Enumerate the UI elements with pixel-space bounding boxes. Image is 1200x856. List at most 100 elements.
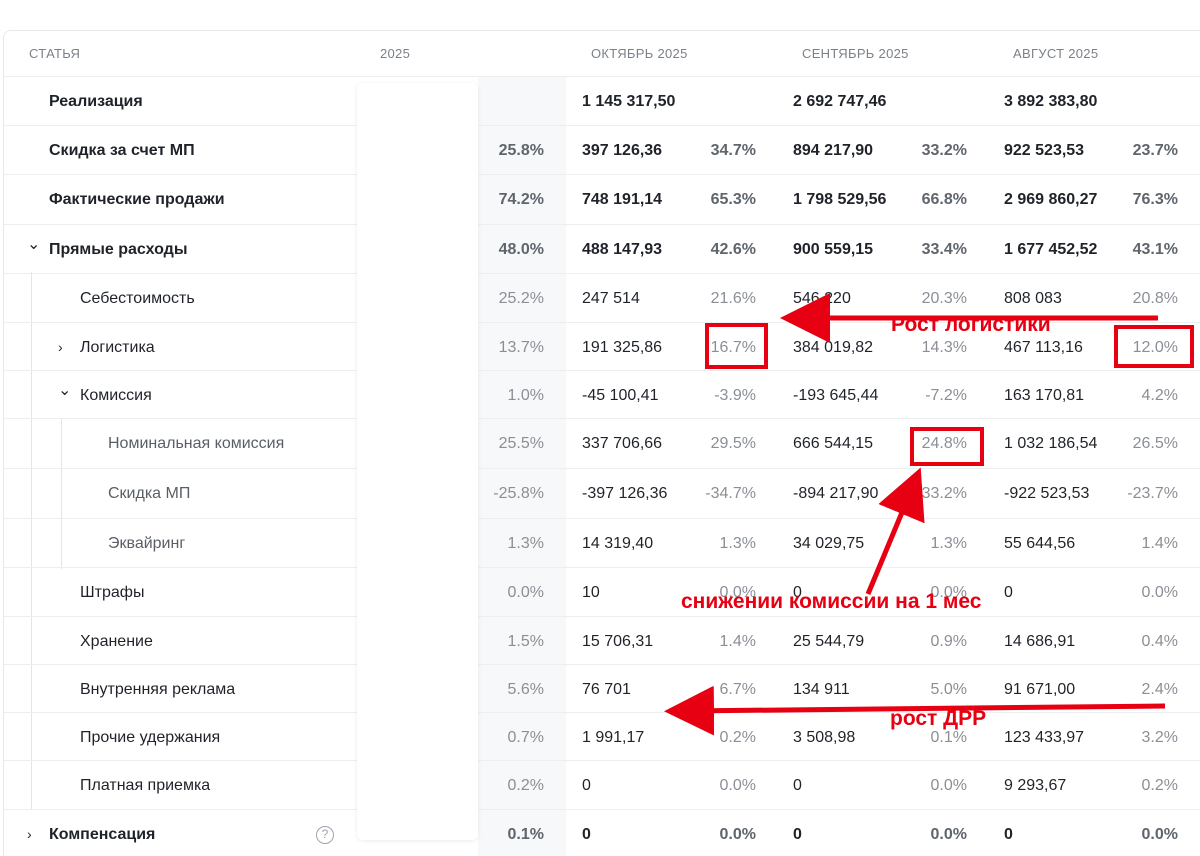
sep-value: 1 798 529,56 bbox=[793, 191, 887, 208]
table-row[interactable]: Реализация 1 145 317,50 2 692 747,46 3 892 … bbox=[3, 77, 1200, 126]
sep-value: 666 544,15 bbox=[793, 435, 874, 452]
table-row[interactable]: Внутренняя реклама 5.6% 76 701 6.7% 134 911 5… bbox=[3, 665, 1200, 713]
table-row[interactable]: ⌄ Комиссия 1.0% -45 100,41 -3.9% -193 645,44 -… bbox=[3, 371, 1200, 419]
header-divider bbox=[3, 76, 1200, 77]
oct-value: 488 147,93 bbox=[582, 241, 663, 258]
chevron-right-icon[interactable]: › bbox=[27, 826, 32, 842]
table-row[interactable]: ⌄ Прямые расходы 48.0% 488 147,93 42.6% 900 5… bbox=[3, 225, 1200, 274]
sep-value: 2 692 747,46 bbox=[793, 93, 887, 110]
aug-pct: 0.0% bbox=[1141, 584, 1178, 601]
oct-pct: -34.7% bbox=[705, 485, 756, 502]
overlay-card bbox=[357, 83, 478, 840]
oct-pct: -3.9% bbox=[714, 387, 756, 404]
annotation-logistics: Рост логистики bbox=[891, 313, 1051, 336]
oct-value: -45 100,41 bbox=[582, 387, 659, 404]
table-row[interactable]: › Логистика 13.7% 191 325,86 16.7% 384 019,82… bbox=[3, 323, 1200, 371]
header-year-2025[interactable]: 2025 bbox=[380, 46, 411, 61]
row-label: Хранение bbox=[80, 633, 153, 650]
highlight-box-commission-sep bbox=[910, 427, 984, 466]
chevron-right-icon[interactable]: › bbox=[58, 339, 63, 355]
table-row[interactable]: › Компенсация 0.1% 0 0.0% 0 0.0% 0 0.0% bbox=[3, 810, 1200, 856]
row-label: Реализация bbox=[49, 93, 143, 110]
header-article[interactable]: СТАТЬЯ bbox=[29, 46, 81, 61]
help-icon[interactable]: ? bbox=[316, 826, 334, 844]
tree-guide-level2 bbox=[61, 419, 62, 569]
row-label: Комиссия bbox=[80, 387, 152, 404]
table-row[interactable]: Фактические продажи 74.2% 748 191,14 65.3% 1… bbox=[3, 175, 1200, 225]
table-row[interactable]: Платная приемка 0.2% 0 0.0% 0 0.0% 9 293,67 0.2… bbox=[3, 761, 1200, 810]
sep-value: -193 645,44 bbox=[793, 387, 879, 404]
year-2025-pct: 0.2% bbox=[507, 777, 544, 794]
oct-pct: 29.5% bbox=[710, 435, 756, 452]
sep-pct: 0.1% bbox=[930, 729, 967, 746]
table-row[interactable]: Номинальная комиссия 25.5% 337 706,66 29.5%… bbox=[3, 419, 1200, 469]
oct-pct: 42.6% bbox=[710, 241, 756, 258]
oct-pct: 1.3% bbox=[719, 535, 756, 552]
table-row[interactable]: Скидка МП -25.8% -397 126,36 -34.7% -894 217… bbox=[3, 469, 1200, 519]
annotation-drr: рост ДРР bbox=[890, 707, 987, 730]
year-2025-pct: -25.8% bbox=[493, 485, 544, 502]
oct-value: 191 325,86 bbox=[582, 339, 663, 356]
year-2025-pct: 1.3% bbox=[507, 535, 544, 552]
aug-value: 91 671,00 bbox=[1004, 681, 1076, 698]
row-label: Платная приемка bbox=[80, 777, 211, 794]
row-label: Компенсация bbox=[49, 826, 156, 843]
oct-pct: 21.6% bbox=[710, 290, 756, 307]
oct-value: 337 706,66 bbox=[582, 435, 663, 452]
aug-value: 0 bbox=[1004, 826, 1013, 843]
sep-pct: 1.3% bbox=[930, 535, 967, 552]
row-label: Прямые расходы bbox=[49, 241, 188, 258]
sep-pct: 33.4% bbox=[921, 241, 967, 258]
aug-value: 123 433,97 bbox=[1004, 729, 1085, 746]
sep-value: 0 bbox=[793, 826, 802, 843]
sep-pct: 66.8% bbox=[921, 191, 967, 208]
sep-value: 25 544,79 bbox=[793, 633, 865, 650]
arrow-drr bbox=[664, 685, 1166, 736]
sep-value: 3 508,98 bbox=[793, 729, 856, 746]
table-row[interactable]: Прочие удержания 0.7% 1 991,17 0.2% 3 508,98… bbox=[3, 713, 1200, 761]
table-row[interactable]: Хранение 1.5% 15 706,31 1.4% 25 544,79 0.9% 14… bbox=[3, 617, 1200, 665]
row-label: Фактические продажи bbox=[49, 191, 225, 208]
year-2025-column-bg bbox=[478, 77, 566, 856]
header-august-2025[interactable]: АВГУСТ 2025 bbox=[1013, 46, 1099, 61]
row-label: Прочие удержания bbox=[80, 729, 221, 746]
year-2025-pct: 74.2% bbox=[498, 191, 544, 208]
sep-value: 34 029,75 bbox=[793, 535, 865, 552]
aug-value: -922 523,53 bbox=[1004, 485, 1090, 502]
sep-pct: 0.0% bbox=[930, 584, 967, 601]
aug-pct: 0.2% bbox=[1141, 777, 1178, 794]
table-row[interactable]: Скидка за счет МП 25.8% 397 126,36 34.7% 894… bbox=[3, 126, 1200, 175]
header-september-2025[interactable]: СЕНТЯБРЬ 2025 bbox=[802, 46, 909, 61]
sep-pct: -33.2% bbox=[916, 485, 967, 502]
row-label: Скидка за счет МП bbox=[49, 142, 195, 159]
oct-pct: 6.7% bbox=[719, 681, 756, 698]
aug-pct: 4.2% bbox=[1141, 387, 1178, 404]
aug-pct: 23.7% bbox=[1132, 142, 1178, 159]
oct-value: 0 bbox=[582, 777, 591, 794]
oct-value: 748 191,14 bbox=[582, 191, 663, 208]
oct-value: 397 126,36 bbox=[582, 142, 663, 159]
oct-value: 0 bbox=[582, 826, 591, 843]
oct-pct: 65.3% bbox=[710, 191, 756, 208]
oct-pct: 16.7% bbox=[710, 339, 756, 356]
table-row[interactable]: Эквайринг 1.3% 14 319,40 1.3% 34 029,75 1.3% 5… bbox=[3, 519, 1200, 568]
year-2025-pct: 13.7% bbox=[498, 339, 544, 356]
aug-pct: 0.4% bbox=[1141, 633, 1178, 650]
aug-value: 14 686,91 bbox=[1004, 633, 1076, 650]
sep-pct: 14.3% bbox=[921, 339, 967, 356]
table-frame bbox=[3, 30, 1200, 856]
header-october-2025[interactable]: ОКТЯБРЬ 2025 bbox=[591, 46, 688, 61]
aug-value: 55 644,56 bbox=[1004, 535, 1076, 552]
aug-pct: 3.2% bbox=[1141, 729, 1178, 746]
table-row[interactable]: Штрафы 0.0% 10 0.0% 0 0.0% 0 0.0% bbox=[3, 568, 1200, 617]
annotation-commission: снижении комиссии на 1 мес bbox=[681, 590, 982, 613]
chevron-down-icon[interactable]: ⌄ bbox=[58, 382, 72, 399]
row-label: Внутренняя реклама bbox=[80, 681, 236, 698]
sep-value: 900 559,15 bbox=[793, 241, 874, 258]
oct-pct: 0.0% bbox=[719, 777, 756, 794]
aug-value: 467 113,16 bbox=[1004, 339, 1083, 356]
year-2025-pct: 0.7% bbox=[507, 729, 544, 746]
chevron-down-icon[interactable]: ⌄ bbox=[27, 236, 41, 253]
oct-value: 1 145 317,50 bbox=[582, 93, 676, 110]
sep-pct: 20.3% bbox=[921, 290, 967, 307]
